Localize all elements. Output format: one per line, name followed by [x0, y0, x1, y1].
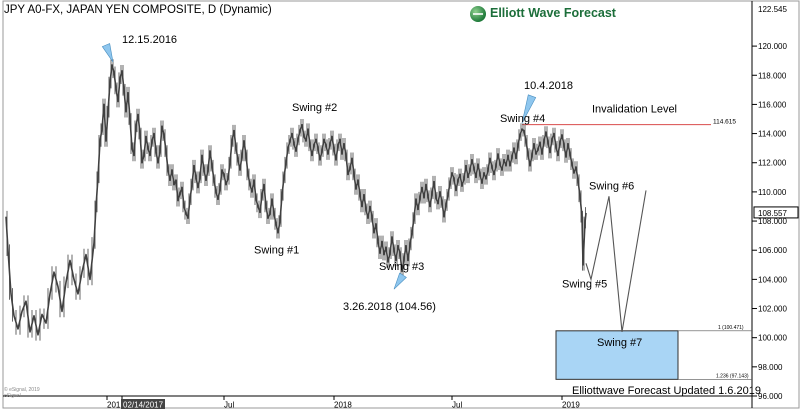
x-tick-label: Jul: [452, 401, 462, 410]
elliott-wave-forecast-logo: Elliott Wave Forecast: [470, 4, 640, 26]
target-zone-box: [555, 330, 679, 380]
target-zone-label: Swing #7: [597, 337, 642, 349]
x-tick-label: Jul: [224, 401, 234, 410]
target-zone-top-label: 1 (100.471): [718, 325, 744, 331]
globe-icon: [470, 6, 486, 22]
x-tick-label: 2018: [334, 401, 352, 410]
annotation-label: Swing #2: [292, 102, 337, 114]
x-tick-label: 2019: [562, 401, 580, 410]
projection-path: [585, 190, 647, 332]
annotation-label: 10.4.2018: [524, 80, 573, 92]
y-tick-label: 104.000: [758, 275, 787, 284]
y-tick-label: 100.000: [758, 334, 787, 343]
invalidation-value-label: 114.615: [713, 119, 736, 126]
annotation-label: Swing #3: [379, 261, 424, 273]
y-tick-label: 102.000: [758, 305, 787, 314]
watermark-line-1: © eSignal, 2019: [4, 387, 40, 393]
y-tick-label: 116.000: [758, 100, 787, 109]
y-tick-label: 96.000: [758, 392, 783, 401]
price-series-line: [5, 64, 587, 336]
target-zone-bottom-label: 1.236 (97.143): [716, 373, 749, 379]
annotation-label: 12.15.2016: [122, 34, 177, 46]
y-tick-label: 106.000: [758, 246, 787, 255]
annotation-label: Swing #5: [562, 278, 607, 290]
invalidation-label: Invalidation Level: [592, 104, 677, 116]
chart-title: JPY A0-FX, JAPAN YEN COMPOSITE, D (Dynam…: [4, 4, 272, 16]
y-top-label: 122.545: [758, 5, 787, 14]
annotation-arrow: [101, 43, 114, 63]
annotation-label: Swing #4: [500, 113, 545, 125]
y-tick-label: 110.000: [758, 188, 787, 197]
esignal-watermark: © eSignal, 2019 eSignal: [4, 387, 40, 399]
annotation-label: Swing #1: [254, 245, 299, 257]
annotation-label: Swing #6: [589, 180, 634, 192]
last-price-box: [753, 206, 799, 219]
update-note: Elliottwave Forecast Updated 1.6.2019: [572, 385, 761, 397]
annotation-label: 3.26.2018 (104.56): [343, 301, 436, 313]
price-bars: [6, 59, 586, 341]
x-tick-label: 02/14/2017: [123, 401, 164, 410]
annotation-arrow: [393, 272, 407, 290]
y-tick-label: 118.000: [758, 71, 787, 80]
y-tick-label: 120.000: [758, 42, 787, 51]
y-tick-label: 108.000: [758, 217, 787, 226]
annotation-arrow: [521, 94, 537, 124]
y-tick-label: 114.000: [758, 130, 787, 139]
watermark-line-2: eSignal: [4, 393, 21, 399]
x-tick-label: 201: [107, 401, 121, 410]
logo-text: Elliott Wave Forecast: [490, 6, 616, 20]
y-tick-label: 112.000: [758, 159, 787, 168]
crosshair-date-box: [121, 399, 165, 409]
y-tick-label: 98.000: [758, 363, 783, 372]
last-price-label: 108.557: [758, 209, 787, 218]
